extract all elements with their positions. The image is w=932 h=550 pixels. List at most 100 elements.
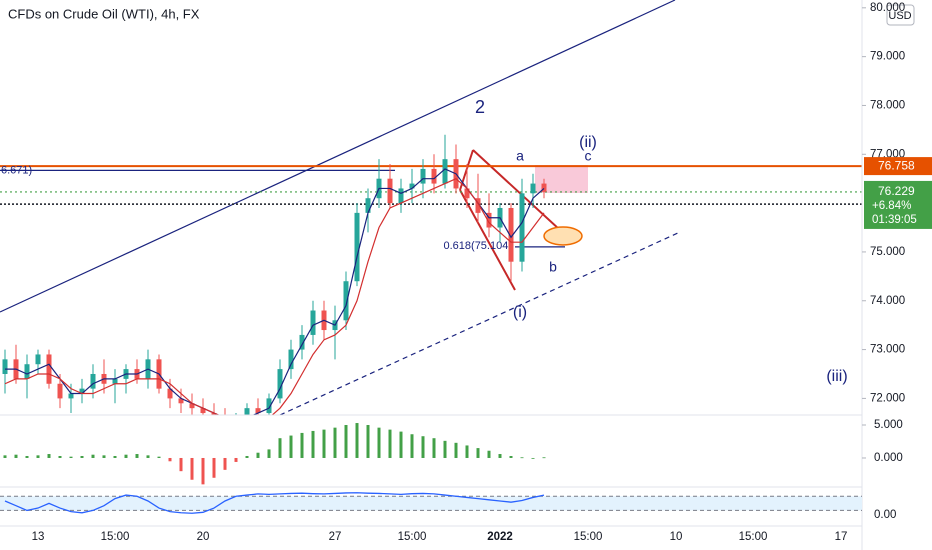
candle-body [299, 334, 305, 350]
price-tag [864, 157, 932, 176]
histogram-bar [102, 455, 106, 458]
histogram-bar [322, 429, 326, 458]
histogram-bar [498, 454, 502, 458]
currency-box[interactable] [886, 4, 915, 26]
y-tick-label: 80.000 [870, 2, 905, 14]
candle-body [189, 403, 195, 409]
candle-body [24, 364, 30, 379]
histogram-bar [69, 456, 73, 458]
histogram-bar [443, 440, 447, 458]
last-countdown: 01:39:05 [872, 214, 917, 226]
histogram-bar [421, 436, 425, 458]
trend-line-dashed [279, 231, 681, 415]
histogram-bar [234, 457, 238, 462]
histogram-bar [531, 457, 535, 459]
y-tick-label: 74.000 [870, 295, 905, 307]
candle-body [178, 398, 184, 404]
x-tick-label: 15:00 [739, 531, 768, 543]
candle-body [288, 349, 294, 370]
candle-body [79, 388, 85, 394]
candle-body [354, 212, 360, 282]
candle-body [46, 354, 52, 384]
x-tick-label: 15:00 [398, 531, 427, 543]
last-price: 76.229 [878, 184, 915, 198]
candle-body [68, 393, 74, 399]
histogram-bar [113, 456, 117, 458]
moving-average [5, 168, 545, 415]
candle-body [255, 408, 261, 414]
target-ellipse [543, 226, 583, 246]
candle-body [211, 413, 217, 415]
candle-body [200, 408, 206, 414]
histogram-bar [410, 434, 414, 458]
x-tick-label: 15:00 [101, 531, 130, 543]
histogram-bar [278, 438, 282, 458]
wave-label: (i) [513, 304, 527, 321]
histogram-bar [135, 454, 139, 458]
level-label: 0.618(75.104) [444, 240, 513, 252]
histogram-bar [58, 456, 62, 458]
channel-line [472, 149, 561, 231]
x-tick-label: 13 [32, 531, 45, 543]
candle-body [365, 198, 371, 213]
histogram-bar [168, 457, 172, 462]
candle-body [464, 188, 470, 199]
x-tick-label: 27 [329, 531, 342, 543]
histogram-bar [399, 431, 403, 458]
y-tick-label: 0.000 [874, 452, 903, 464]
histogram-bar [300, 432, 304, 458]
last-change: +6.84% [872, 200, 911, 212]
x-tick-label: 17 [835, 531, 848, 543]
candle-body [244, 408, 250, 415]
histogram-bar [333, 427, 337, 458]
candle-body [387, 178, 393, 204]
histogram-bar [47, 454, 51, 458]
histogram-bar [520, 457, 524, 459]
y-tick-label: 5.000 [874, 419, 903, 431]
histogram-bar [146, 455, 150, 458]
wave-label: 2 [475, 97, 485, 117]
histogram-bar [267, 449, 271, 458]
y-tick-label: 79.000 [870, 51, 905, 63]
candle-body [420, 168, 426, 184]
wave-label: a [516, 148, 524, 164]
candle-body [277, 369, 283, 399]
histogram-bar [124, 454, 128, 458]
oscillator-line [4, 492, 545, 514]
histogram-bar [36, 455, 40, 458]
histogram-bar [366, 425, 370, 458]
candle-body [486, 212, 492, 228]
level-label: 6.671) [1, 164, 32, 176]
histogram-bar [454, 442, 458, 458]
histogram-bar [14, 454, 18, 458]
histogram-bar [201, 457, 205, 485]
x-tick-label: 20 [197, 531, 210, 543]
candle-body [57, 383, 63, 399]
chart-title: CFDs on Crude Oil (WTI), 4h, FX [8, 6, 200, 21]
candle-body [90, 373, 96, 389]
histogram-bar [355, 423, 359, 458]
y-tick-label: 73.000 [870, 344, 905, 356]
histogram-bar [212, 457, 216, 478]
band [0, 496, 862, 511]
y-tick-label: 78.000 [870, 99, 905, 111]
histogram-bar [25, 456, 29, 458]
histogram-bar [289, 435, 293, 458]
histogram-bar [256, 452, 260, 458]
channel-line [459, 189, 516, 291]
histogram-bar [344, 425, 348, 458]
candle-body [35, 354, 41, 365]
last-price-tag [864, 180, 932, 229]
candle-body [475, 198, 481, 213]
candle-body [398, 188, 404, 204]
candle-body [442, 159, 448, 184]
candle-body [266, 398, 272, 414]
x-tick-label: 15:00 [574, 531, 603, 543]
candle-body [530, 183, 536, 194]
currency[interactable]: USD [888, 10, 911, 22]
histogram-bar [223, 457, 227, 470]
candle-body [431, 168, 437, 184]
histogram-bar [245, 456, 249, 458]
